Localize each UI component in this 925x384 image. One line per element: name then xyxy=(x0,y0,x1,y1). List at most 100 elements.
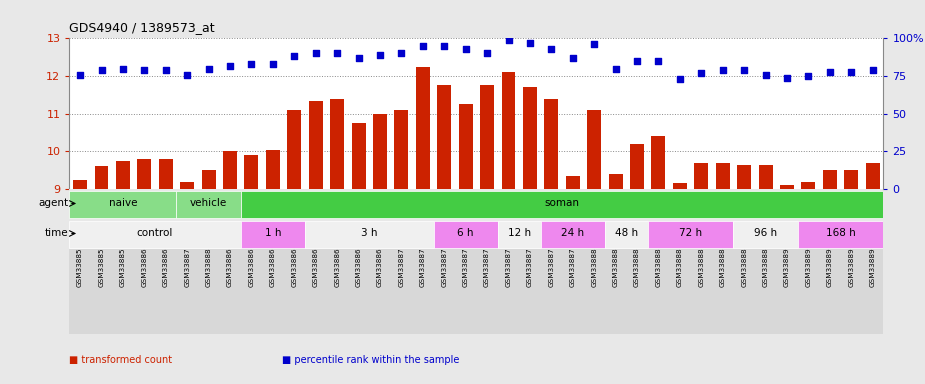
Point xyxy=(822,68,837,74)
Point xyxy=(736,67,751,73)
Point xyxy=(415,43,430,49)
Point xyxy=(672,76,687,82)
Bar xyxy=(672,184,687,189)
Bar xyxy=(734,220,797,248)
Text: agent: agent xyxy=(38,199,68,209)
Point xyxy=(352,55,366,61)
Point xyxy=(73,71,88,78)
Bar xyxy=(797,220,883,248)
Bar xyxy=(695,163,709,189)
Point xyxy=(480,50,495,56)
Bar xyxy=(587,110,601,189)
Text: time: time xyxy=(44,228,68,238)
Bar xyxy=(801,182,815,189)
Bar xyxy=(159,159,173,189)
Point xyxy=(202,65,216,71)
Bar xyxy=(540,220,605,248)
Bar xyxy=(330,99,344,189)
Point xyxy=(523,40,537,46)
Bar xyxy=(244,155,258,189)
Text: 168 h: 168 h xyxy=(826,228,856,238)
Point xyxy=(94,67,109,73)
Point xyxy=(223,63,238,69)
Point xyxy=(865,67,880,73)
Bar xyxy=(309,101,323,189)
Text: 1 h: 1 h xyxy=(265,228,281,238)
Bar xyxy=(240,220,305,248)
Bar xyxy=(605,220,648,248)
Text: 12 h: 12 h xyxy=(508,228,531,238)
Bar xyxy=(501,72,515,189)
Bar xyxy=(630,144,644,189)
Bar xyxy=(416,67,430,189)
Bar xyxy=(823,170,837,189)
Text: GDS4940 / 1389573_at: GDS4940 / 1389573_at xyxy=(69,21,215,34)
Point xyxy=(179,71,194,78)
Point xyxy=(544,46,559,52)
Text: 24 h: 24 h xyxy=(561,228,585,238)
Point xyxy=(308,50,323,56)
Bar xyxy=(69,220,240,248)
Bar xyxy=(177,190,240,218)
Bar xyxy=(394,110,408,189)
Bar xyxy=(265,149,280,189)
Point xyxy=(630,58,645,64)
Point xyxy=(244,61,259,67)
Point xyxy=(437,43,451,49)
Text: ■ transformed count: ■ transformed count xyxy=(69,355,172,365)
Text: ■ percentile rank within the sample: ■ percentile rank within the sample xyxy=(282,355,460,365)
Bar xyxy=(305,220,434,248)
Point xyxy=(137,67,152,73)
Point xyxy=(694,70,709,76)
Bar xyxy=(480,86,494,189)
Bar xyxy=(240,190,883,218)
Point xyxy=(609,65,623,71)
Point xyxy=(501,37,516,43)
Bar xyxy=(545,99,559,189)
Point xyxy=(373,52,388,58)
Point xyxy=(394,50,409,56)
Point xyxy=(116,65,130,71)
Text: 96 h: 96 h xyxy=(754,228,777,238)
Point xyxy=(651,58,666,64)
Bar xyxy=(758,165,772,189)
Bar xyxy=(609,174,623,189)
Bar xyxy=(716,163,730,189)
Bar xyxy=(180,182,194,189)
Point xyxy=(329,50,344,56)
Point xyxy=(565,55,580,61)
Point xyxy=(758,71,773,78)
Bar xyxy=(523,88,536,189)
Text: 3 h: 3 h xyxy=(361,228,377,238)
Text: 72 h: 72 h xyxy=(679,228,702,238)
Bar xyxy=(202,170,216,189)
Point xyxy=(265,61,280,67)
Text: naive: naive xyxy=(108,199,137,209)
Text: soman: soman xyxy=(545,199,580,209)
Text: 48 h: 48 h xyxy=(615,228,638,238)
Bar xyxy=(94,167,108,189)
Bar xyxy=(223,151,237,189)
Point xyxy=(158,67,173,73)
Bar xyxy=(737,165,751,189)
Point xyxy=(844,68,858,74)
Point xyxy=(586,41,601,48)
Bar xyxy=(434,220,498,248)
Point xyxy=(780,74,795,81)
Bar xyxy=(845,170,858,189)
Point xyxy=(458,46,473,52)
Bar xyxy=(866,163,880,189)
Bar xyxy=(373,114,387,189)
Bar xyxy=(73,180,87,189)
Bar xyxy=(566,176,580,189)
Point xyxy=(715,67,730,73)
Bar xyxy=(288,110,302,189)
Bar xyxy=(352,123,365,189)
Bar xyxy=(138,159,152,189)
Bar xyxy=(438,86,451,189)
Bar xyxy=(459,104,473,189)
Point xyxy=(287,53,302,60)
Bar xyxy=(648,220,734,248)
Bar xyxy=(780,185,794,189)
Bar xyxy=(69,190,177,218)
